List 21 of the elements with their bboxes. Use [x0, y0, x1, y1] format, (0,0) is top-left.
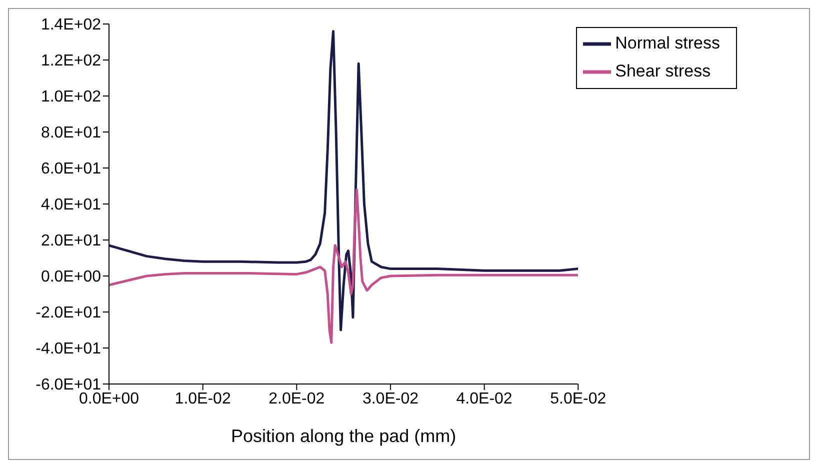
y-tick-label: -4.0E+01 — [36, 340, 102, 358]
y-tick-label: 1.4E+02 — [40, 16, 102, 34]
y-tick-label: 4.0E+01 — [40, 196, 102, 214]
legend-label: Shear stress — [615, 61, 711, 80]
x-axis-title: Position along the pad (mm) — [231, 426, 456, 446]
y-tick-label: 0.0E+00 — [40, 268, 102, 286]
legend-label: Normal stress — [615, 33, 720, 52]
x-tick-label: 3.0E-02 — [362, 390, 419, 408]
x-tick-label: 1.0E-02 — [174, 390, 231, 408]
y-tick-label: 2.0E+01 — [40, 232, 102, 250]
y-tick-label: -2.0E+01 — [36, 304, 102, 322]
line-series — [109, 30, 578, 332]
x-tick-label: 5.0E-02 — [550, 390, 606, 408]
x-tick-label: 4.0E-02 — [456, 390, 512, 408]
y-tick-label: 6.0E+01 — [40, 160, 102, 178]
x-tick-label: 0.0E+00 — [78, 390, 140, 408]
x-tick-label: 2.0E-02 — [268, 390, 325, 408]
y-tick-label: 1.2E+02 — [40, 52, 102, 70]
y-tick-label: 8.0E+01 — [40, 124, 102, 142]
line-series — [109, 188, 578, 344]
y-tick-label: 1.0E+02 — [40, 88, 102, 106]
